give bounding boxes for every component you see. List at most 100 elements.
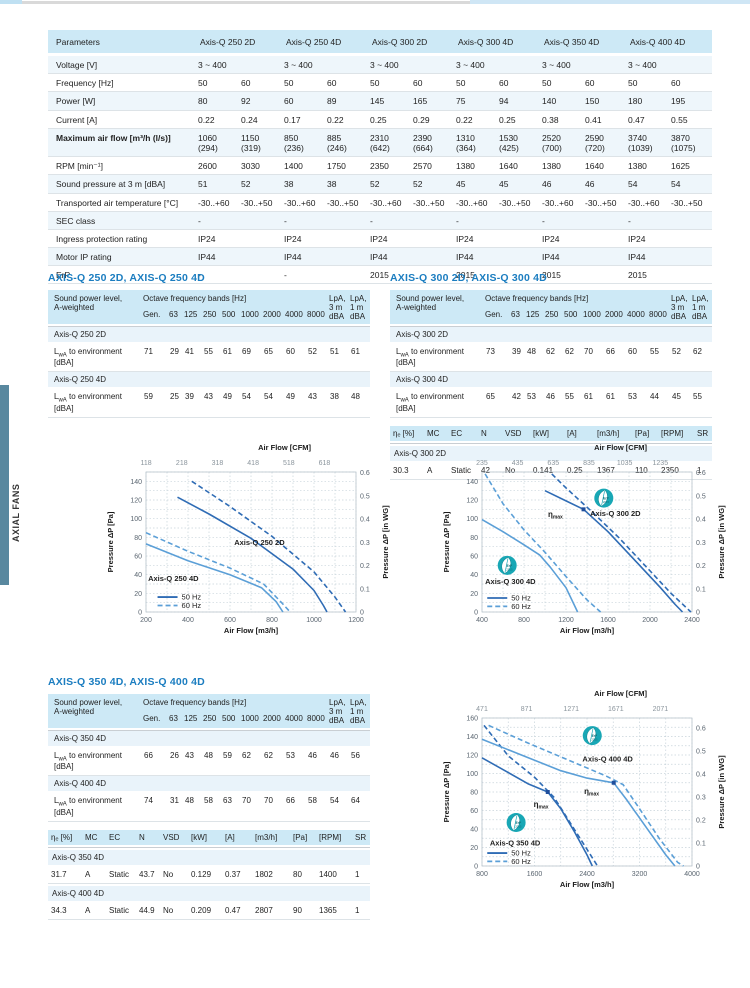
eta-value-cell: 1367 bbox=[597, 465, 615, 475]
model-col-header: Axis-Q 300 2D bbox=[372, 37, 428, 47]
right-axis-tick-label: 0.4 bbox=[696, 517, 706, 524]
series-curve bbox=[481, 757, 594, 867]
erp-logo-text: ErP bbox=[516, 821, 522, 825]
eta-max-sub: max bbox=[589, 791, 599, 797]
param-value-cell: - bbox=[284, 270, 287, 281]
series-curve bbox=[544, 489, 684, 613]
erp-logo-vein bbox=[504, 558, 509, 573]
lpa-3m-header: LpA, 3 m dBA bbox=[329, 698, 346, 726]
octave-value-cell: 46 bbox=[308, 750, 317, 760]
param-value-cell: 1380 bbox=[628, 161, 647, 172]
eta-value-cell: No bbox=[163, 905, 174, 915]
octave-col-header: 125 bbox=[184, 713, 198, 723]
lpa-value-cell: 48 bbox=[351, 392, 360, 402]
lwa-subscript: wA bbox=[58, 756, 67, 763]
model-name-row: Axis-Q 300 2D bbox=[390, 326, 712, 343]
params-body: Voltage [V] 3 ~ 400 3 ~ 400 3 ~ 400 3 ~ 400 3… bbox=[48, 56, 712, 285]
param-value-cell: 0.22 bbox=[327, 114, 344, 125]
eta-col-header: VSD bbox=[505, 428, 522, 438]
erp-logo-year: 2015 bbox=[603, 500, 610, 504]
top-axis-tick-label: 2071 bbox=[653, 706, 669, 713]
param-value-cell: 165 bbox=[413, 96, 428, 107]
sound-values-row: LwA to environment [dBA] 74 31 48 58 63 70 70 66… bbox=[48, 792, 370, 822]
octave-value-cell: 58 bbox=[204, 796, 213, 806]
eta-max-label: ηmax bbox=[584, 787, 599, 798]
lpa-1m-header: LpA, 1 m dBA bbox=[350, 698, 367, 726]
x-axis-tick-label: 2400 bbox=[684, 617, 700, 624]
eta-col-header: [A] bbox=[567, 428, 577, 438]
param-row-label: Power [W] bbox=[56, 96, 96, 107]
param-value-cell: - bbox=[628, 215, 631, 226]
eta-value-cell: A bbox=[85, 869, 91, 879]
eta-col-header: [kW] bbox=[191, 832, 207, 842]
param-value-cell: 45 bbox=[456, 179, 466, 190]
param-value-cell: IP24 bbox=[198, 233, 216, 244]
octave-value-cell: 61 bbox=[606, 392, 615, 402]
eta-value-cell: Static bbox=[451, 465, 472, 475]
octave-value-cell: 25 bbox=[170, 392, 179, 402]
param-value-cell: IP24 bbox=[456, 233, 474, 244]
octave-value-cell: 39 bbox=[185, 392, 194, 402]
octave-value-cell: 48 bbox=[527, 346, 536, 356]
param-value-cell: IP44 bbox=[198, 252, 216, 263]
model-name-row: Axis-Q 400 4D bbox=[48, 885, 370, 902]
curve-label: Axis-Q 350 4D bbox=[490, 839, 541, 848]
param-value-cell: 0.22 bbox=[456, 114, 473, 125]
curve-label: Axis-Q 300 2D bbox=[590, 509, 641, 518]
x-axis-tick-label: 200 bbox=[140, 617, 152, 624]
legend-label: 60 Hz bbox=[511, 602, 531, 611]
erp-logo-text: ErP bbox=[603, 497, 609, 501]
x-axis-tick-label: 800 bbox=[476, 871, 488, 878]
eta-value-cell: A bbox=[85, 905, 91, 915]
octave-value-cell: 61 bbox=[223, 346, 232, 356]
param-value-cell: 0.25 bbox=[370, 114, 387, 125]
lwa-subscript: wA bbox=[58, 397, 67, 404]
param-value-cell: 3870 (1075) bbox=[671, 132, 696, 153]
octave-col-header: 63 bbox=[511, 309, 520, 319]
param-value-cell: 60 bbox=[413, 78, 423, 89]
octave-value-cell: 43 bbox=[185, 750, 194, 760]
eta-max-sub: max bbox=[539, 804, 549, 810]
table-row: Transported air temperature [°C] -30..+60… bbox=[48, 194, 712, 212]
param-row-label: Transported air temperature [°C] bbox=[56, 197, 179, 208]
top-axis-tick-label: 435 bbox=[512, 460, 524, 467]
param-value-cell: - bbox=[284, 215, 287, 226]
param-value-cell: 0.17 bbox=[284, 114, 301, 125]
octave-value-cell: 43 bbox=[204, 392, 213, 402]
octave-col-header: 8000 bbox=[649, 309, 667, 319]
eta-col-header: MC bbox=[85, 832, 98, 842]
param-value-cell: -30..+60 bbox=[628, 197, 660, 208]
lwa-subscript: wA bbox=[400, 352, 409, 359]
octave-value-cell: 54 bbox=[264, 392, 273, 402]
right-axis-tick-label: 0.5 bbox=[696, 493, 706, 500]
section-axis-q-300: AXIS-Q 300 2D, AXIS-Q 300 4D Sound power… bbox=[390, 272, 712, 480]
param-value-cell: 54 bbox=[628, 179, 638, 190]
param-value-cell: IP24 bbox=[284, 233, 302, 244]
sidebar-section-label: AXIAL FANS bbox=[11, 483, 21, 542]
efficiency-table-350-400: ηₑ [%] MC EC N VSD [kW] [A] [m3/h] [Pa] [RPM] SR Ax… bbox=[48, 829, 370, 920]
param-value-cell: 52 bbox=[241, 179, 251, 190]
param-value-cell: IP24 bbox=[628, 233, 646, 244]
param-value-cell: -30..+50 bbox=[241, 197, 273, 208]
param-value-cell: 2590 (720) bbox=[585, 132, 605, 153]
param-value-cell: 0.24 bbox=[241, 114, 258, 125]
eta-col-header: EC bbox=[451, 428, 463, 438]
octave-value-cell: 70 bbox=[264, 796, 273, 806]
eta-max-marker bbox=[581, 507, 586, 512]
param-value-cell: 2390 (664) bbox=[413, 132, 433, 153]
param-value-cell: 89 bbox=[327, 96, 337, 107]
eta-table-body: Axis-Q 300 2D 30.3 A Static 42 No 0.141 0.25 136… bbox=[390, 442, 712, 480]
eta-value-cell: 80 bbox=[293, 869, 302, 879]
octave-col-header: Gen. bbox=[143, 713, 161, 723]
x-axis-tick-label: 400 bbox=[476, 617, 488, 624]
param-value-cell: 1060 (294) bbox=[198, 132, 218, 153]
x-axis-tick-label: 1200 bbox=[348, 617, 364, 624]
param-value-cell: 195 bbox=[671, 96, 686, 107]
y-axis-tick-label: 20 bbox=[134, 591, 142, 598]
lpa-value-cell: 61 bbox=[351, 346, 360, 356]
param-row-label: SEC class bbox=[56, 215, 96, 226]
eta-value-cell: 2807 bbox=[255, 905, 273, 915]
param-value-cell: 2350 bbox=[370, 161, 389, 172]
